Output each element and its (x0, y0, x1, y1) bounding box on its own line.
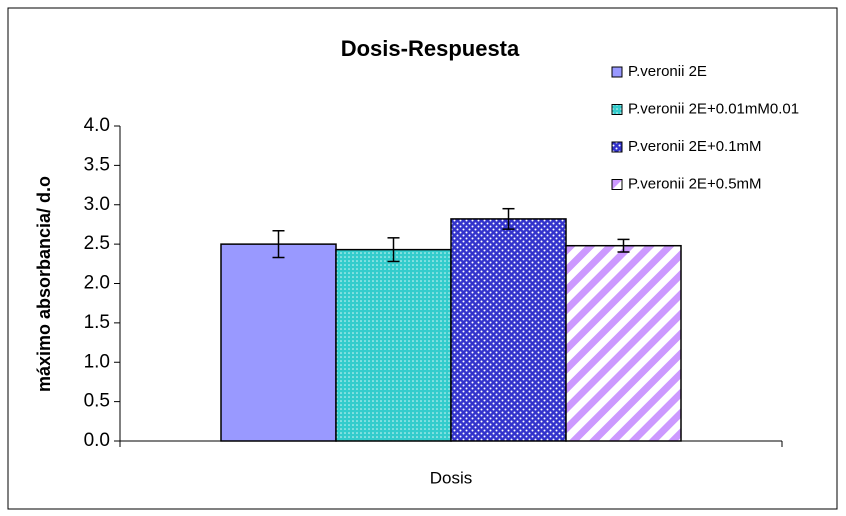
y-tick-label: 0.5 (84, 391, 110, 412)
legend-label: P.veronii 2E+0.01mM0.01 (628, 100, 799, 117)
y-tick-label: 3.5 (84, 154, 110, 175)
y-tick-label: 3.0 (84, 194, 110, 215)
error-bar (617, 238, 630, 253)
y-tick-label: 0.0 (84, 430, 110, 451)
bar (565, 244, 682, 442)
y-tick-label: 1.0 (84, 351, 110, 372)
y-tick-label: 4.0 (84, 115, 110, 136)
legend-swatch (611, 141, 623, 153)
legend-label: P.veronii 2E (628, 63, 707, 80)
y-tick-label: 1.5 (84, 312, 110, 333)
bar (335, 248, 452, 442)
legend-swatch (611, 104, 623, 115)
y-axis-title: máximo absorbancia/ d.o (34, 176, 54, 392)
error-bar (272, 229, 285, 259)
bar (450, 218, 567, 442)
legend-swatch (611, 179, 623, 190)
chart-title: Dosis-Respuesta (341, 36, 520, 61)
error-bar (387, 237, 400, 263)
legend-label: P.veronii 2E+0.1mM (628, 138, 762, 155)
x-tick-label: Dosis (430, 468, 473, 487)
error-bar (502, 207, 515, 230)
bar (220, 243, 337, 442)
y-tick-label: 2.0 (84, 273, 110, 294)
legend-label: P.veronii 2E+0.5mM (628, 175, 762, 192)
legend-swatch (611, 66, 623, 78)
y-tick-label: 2.5 (84, 233, 110, 254)
